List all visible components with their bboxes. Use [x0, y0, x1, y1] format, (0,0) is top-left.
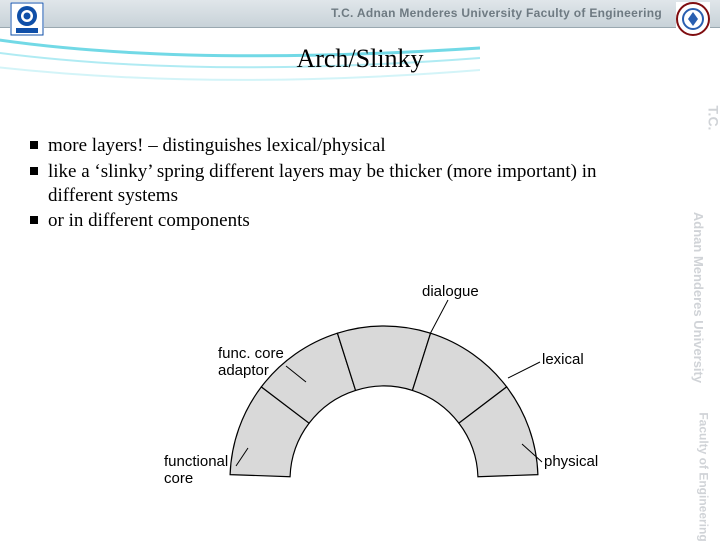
- header-text: T.C. Adnan Menderes University Faculty o…: [331, 6, 662, 20]
- arch-diagram: functionalcore func. coreadaptor dialogue l…: [160, 280, 600, 490]
- slide-header: T.C. Adnan Menderes University Faculty o…: [0, 0, 720, 36]
- watermark-line: Faculty of Engineering: [696, 412, 710, 541]
- watermark-line: T.C.: [706, 106, 720, 131]
- list-item: more layers! – distinguishes lexical/phy…: [30, 134, 650, 158]
- diagram-label: func. coreadaptor: [218, 346, 284, 379]
- list-item: or in different components: [30, 209, 650, 233]
- side-watermark: T.C. Adnan Menderes University Faculty o…: [686, 70, 716, 530]
- watermark-line: Adnan Menderes University: [691, 212, 706, 383]
- leader-line: [430, 300, 448, 334]
- leader-line: [508, 362, 540, 378]
- list-item: like a ‘slinky’ spring different layers …: [30, 160, 650, 208]
- faculty-logo-right: [676, 2, 710, 36]
- diagram-label: lexical: [542, 352, 584, 369]
- diagram-label: functionalcore: [164, 454, 228, 487]
- slide-title: Arch/Slinky: [0, 44, 720, 74]
- bullet-list: more layers! – distinguishes lexical/phy…: [30, 134, 650, 235]
- university-logo-left: [10, 2, 44, 36]
- diagram-label: dialogue: [422, 284, 479, 301]
- diagram-label: physical: [544, 454, 598, 471]
